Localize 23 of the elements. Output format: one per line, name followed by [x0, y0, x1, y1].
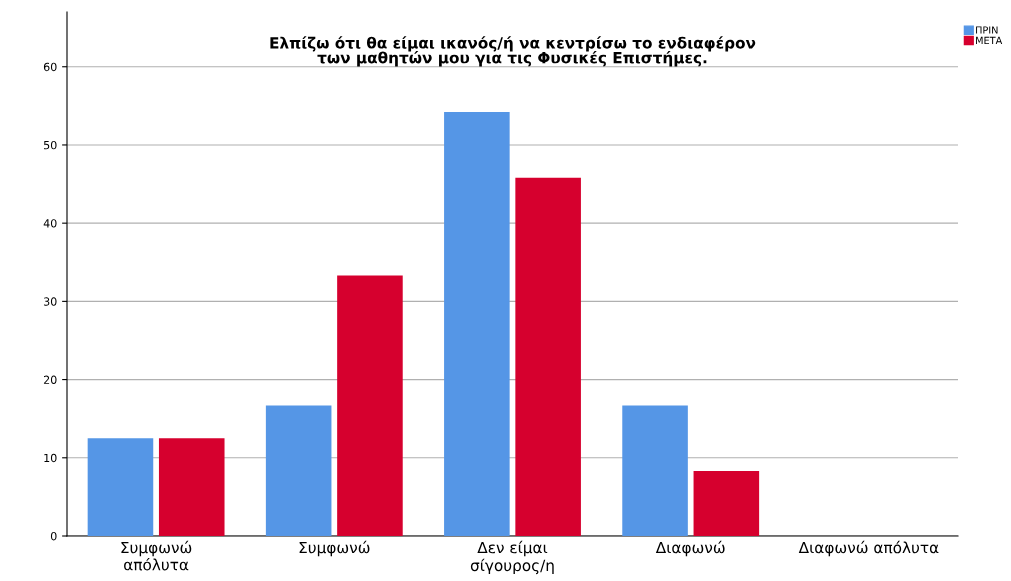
- legend-label: ΠΡΙΝ: [976, 26, 998, 34]
- bar: [515, 177, 581, 536]
- bar: [444, 112, 510, 536]
- y-tick-label: 30: [43, 297, 57, 306]
- x-tick-label: Διαφωνώ: [655, 540, 725, 557]
- x-tick-label: Δεν είμαι σίγουρος/η: [470, 540, 554, 575]
- bar: [337, 275, 403, 536]
- y-tick-label: 10: [44, 453, 57, 463]
- y-tick-label: 40: [43, 219, 57, 228]
- x-tick-label: Διαφωνώ απόλυτα: [798, 540, 939, 557]
- bar: [158, 438, 225, 536]
- y-tick-label: 50: [44, 140, 57, 150]
- x-tick-label: Συμφωνώ: [299, 540, 370, 557]
- y-tick-label: 60: [43, 62, 57, 72]
- bar: [693, 471, 760, 536]
- bar: [265, 405, 332, 536]
- bar: [622, 405, 688, 536]
- legend-label: ΜΕΤΑ: [976, 36, 1003, 44]
- x-tick-label: Συμφωνώ απόλυτα: [121, 540, 192, 571]
- y-tick-label: 0: [50, 531, 57, 541]
- text: Ελπίζω ότι θα είμαι ικανός/ή να κεντρίσω το ενδιαφέρον των μαθητών μου για τις Φυσικές Επιστήμες.: [270, 36, 756, 67]
- bar: [87, 438, 154, 536]
- y-tick-label: 20: [43, 375, 57, 384]
